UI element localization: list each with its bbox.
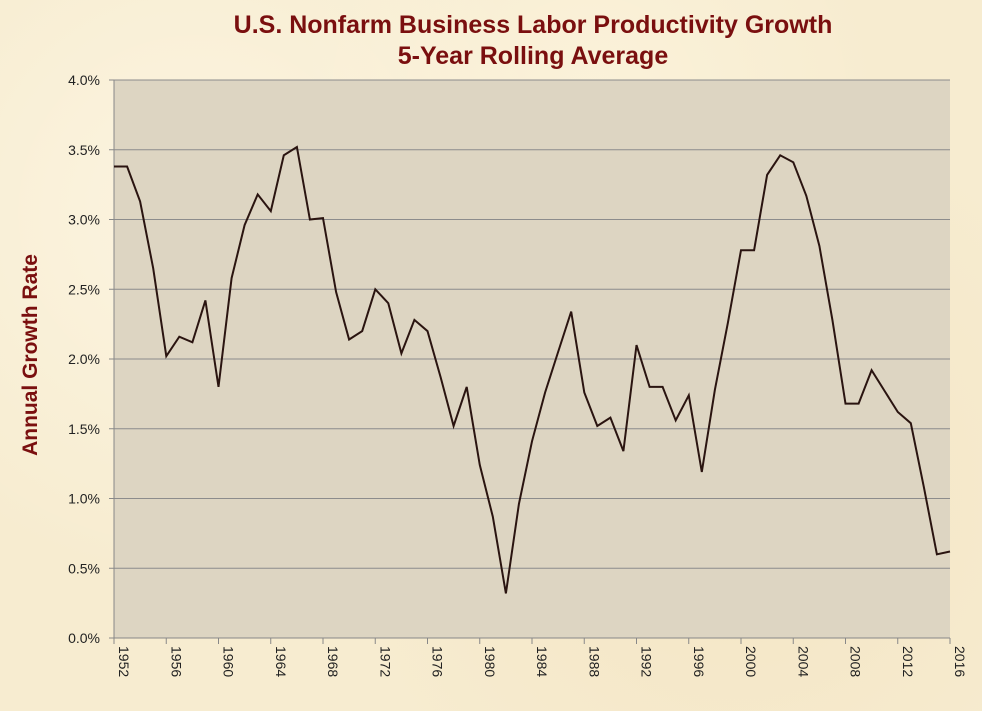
x-tick-label: 1992 xyxy=(639,646,655,677)
x-tick-label: 2000 xyxy=(743,646,759,677)
x-tick-label: 1984 xyxy=(534,646,550,677)
x-tick-label: 1996 xyxy=(691,646,707,677)
gridlines xyxy=(114,79,950,569)
chart-subtitle: 5-Year Rolling Average xyxy=(398,42,669,70)
x-tick-label: 1968 xyxy=(325,646,341,677)
y-tick-label: 0.0% xyxy=(68,630,100,646)
x-tick-label: 1976 xyxy=(430,646,446,677)
x-tick-label: 2004 xyxy=(795,646,811,677)
y-tick-label: 4.0% xyxy=(68,72,100,88)
series-line xyxy=(114,145,951,594)
y-tick-label: 0.5% xyxy=(68,560,100,576)
x-tick-label: 1964 xyxy=(273,646,289,677)
x-tick-label: 1972 xyxy=(377,646,393,677)
y-axis-label: Annual Growth Rate xyxy=(19,254,42,456)
x-axis-ticks: 1952 1956 1960 1964 1968 1972 1976 1980 1984 1988… xyxy=(113,638,968,677)
y-tick-label: 3.5% xyxy=(68,142,100,158)
y-axis-ticks: 0.0% 0.5% 1.0% 1.5% 2.0% 2.5% 3.0% 3.5% 4.0% xyxy=(68,72,114,646)
y-tick-label: 2.0% xyxy=(68,351,100,367)
chart-title: U.S. Nonfarm Business Labor Productivity… xyxy=(234,11,833,39)
y-tick-label: 1.5% xyxy=(68,421,100,437)
x-tick-label: 2016 xyxy=(952,646,968,677)
x-tick-label: 1988 xyxy=(586,646,602,677)
x-tick-label: 1980 xyxy=(482,646,498,677)
x-tick-label: 1960 xyxy=(221,646,237,677)
x-tick-label: 1952 xyxy=(116,646,132,677)
x-tick-label: 2008 xyxy=(848,646,864,677)
x-tick-label: 1956 xyxy=(168,646,184,677)
y-tick-label: 1.0% xyxy=(68,491,100,507)
y-tick-label: 2.5% xyxy=(68,281,100,297)
y-tick-label: 3.0% xyxy=(68,212,100,228)
x-tick-label: 2012 xyxy=(900,646,916,677)
